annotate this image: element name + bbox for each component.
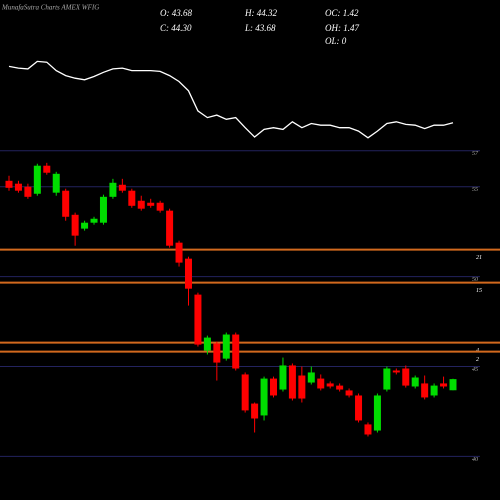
level-label: 15	[476, 288, 482, 294]
candle-body	[421, 383, 429, 398]
candle-body	[383, 368, 391, 390]
candle-body	[251, 403, 259, 419]
info-text: O: 43.68	[160, 8, 192, 18]
info-text: C: 44.30	[160, 23, 192, 33]
candle-body	[355, 395, 363, 421]
info-text: OH: 1.47	[325, 23, 359, 33]
chart-title: MunafaSutra Charts AMEX WFIG	[1, 4, 99, 12]
candle-body	[336, 385, 344, 390]
indicator-line	[8, 60, 454, 139]
candle-body	[166, 210, 174, 246]
candle-body	[317, 378, 325, 389]
candle-body	[241, 374, 249, 411]
candle-body	[24, 186, 32, 197]
candle-body	[279, 365, 287, 390]
candle-body	[440, 383, 448, 387]
candle-body	[128, 190, 136, 206]
y-tick-label: 45	[472, 366, 478, 373]
candle-body	[71, 214, 79, 236]
candle-body	[62, 190, 70, 217]
candle-body	[298, 375, 306, 399]
candle-body	[392, 370, 400, 373]
candle-body	[137, 200, 145, 209]
level-label: 4	[476, 347, 479, 354]
candle-body	[222, 334, 230, 359]
candle-body	[184, 258, 192, 289]
y-tick-label: 55	[472, 187, 478, 193]
info-text: L: 43.68	[244, 23, 276, 33]
candle-body	[194, 294, 202, 345]
candle-body	[147, 202, 155, 206]
candle-body	[270, 378, 278, 396]
level-label: 2	[476, 357, 479, 363]
candle-body	[81, 222, 89, 229]
candle-body	[213, 343, 221, 363]
y-tick-label: 40	[472, 456, 478, 463]
candle-body	[203, 337, 211, 351]
candle-body	[175, 242, 183, 263]
candle-body	[90, 218, 98, 223]
info-text: H: 44.32	[244, 8, 277, 18]
y-tick-label: 50	[472, 277, 478, 283]
candle-body	[364, 424, 372, 435]
candle-body	[288, 365, 296, 399]
candle-body	[109, 182, 117, 197]
candle-body	[449, 379, 457, 391]
candle-body	[402, 368, 410, 386]
candle-body	[5, 180, 13, 188]
candle-body	[232, 334, 240, 369]
candle-body	[118, 184, 126, 191]
level-label: 21	[476, 255, 482, 261]
info-text: OC: 1.42	[325, 8, 359, 18]
candle-body	[43, 165, 51, 173]
candle-body	[14, 183, 22, 191]
candle-body	[373, 395, 381, 431]
candle-body	[326, 383, 334, 387]
candle-body	[345, 390, 353, 396]
candle-body	[52, 173, 60, 193]
candle-body	[430, 385, 438, 396]
candle-body	[156, 202, 164, 211]
candle-body	[260, 378, 268, 416]
y-tick-label: 57	[472, 151, 479, 157]
info-text: OL: 0	[325, 36, 347, 46]
candle-body	[33, 165, 41, 194]
candle-body	[307, 372, 315, 383]
candle-body	[99, 196, 107, 223]
candle-body	[411, 377, 419, 387]
